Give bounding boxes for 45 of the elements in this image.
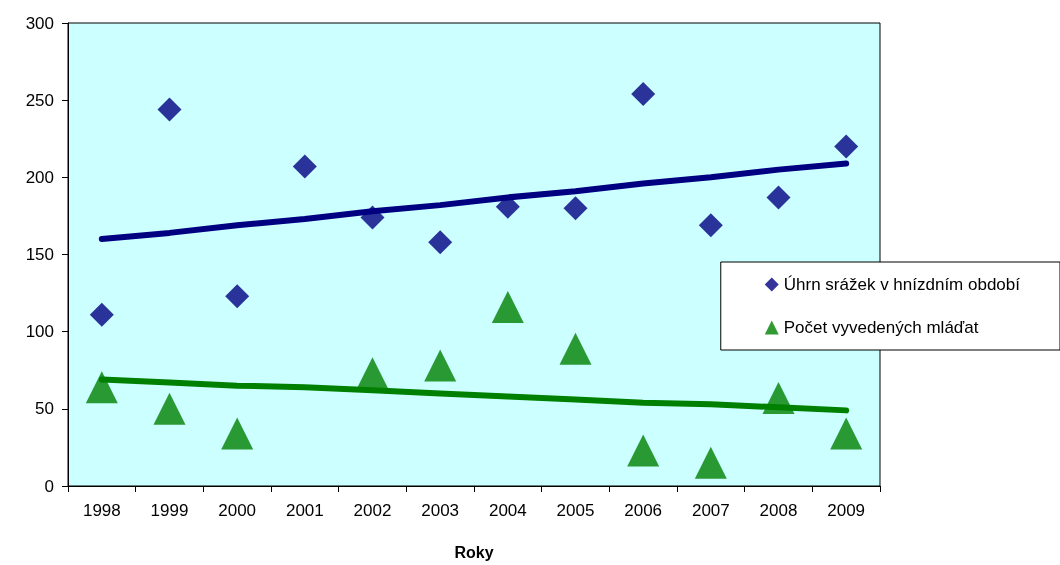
- point: [428, 230, 453, 255]
- y-tick-label: 300: [25, 13, 54, 33]
- point: [830, 417, 863, 450]
- point: [491, 290, 524, 323]
- point: [85, 371, 118, 404]
- x-tick-label: 2000: [218, 501, 257, 520]
- point: [563, 196, 588, 221]
- x-axis-title: Roky: [454, 543, 494, 561]
- point: [694, 446, 727, 479]
- point: [356, 357, 389, 390]
- x-tick-label: 2004: [488, 501, 527, 520]
- point: [292, 154, 317, 179]
- x-tick-label: 2005: [556, 501, 595, 520]
- y-tick-label: 100: [25, 322, 54, 342]
- point: [627, 434, 660, 467]
- point: [834, 134, 859, 159]
- point: [225, 284, 250, 309]
- x-tick-label: 2003: [421, 501, 460, 520]
- y-tick-label: 50: [35, 399, 54, 419]
- point: [631, 81, 656, 106]
- x-tick-label: 2008: [759, 501, 798, 520]
- point: [89, 302, 114, 327]
- legend-label: Počet vyvedených mláďat: [783, 318, 979, 337]
- point: [153, 392, 186, 425]
- point: [762, 382, 795, 415]
- point: [698, 213, 723, 238]
- x-tick-label: 1999: [150, 501, 189, 520]
- x-tick-label: 2006: [624, 501, 663, 520]
- point: [157, 97, 182, 122]
- x-tick-label: 2007: [691, 501, 730, 520]
- x-tick-label: 2001: [285, 501, 324, 520]
- x-tick-label: 1998: [82, 501, 121, 520]
- x-tick-label: 2009: [827, 501, 866, 520]
- y-tick-label: 0: [44, 476, 54, 496]
- x-tick-label: 2002: [353, 501, 392, 520]
- point: [360, 205, 385, 230]
- point: [495, 194, 520, 219]
- point: [559, 332, 592, 365]
- legend-label: Úhrn srážek v hnízdním období: [783, 275, 1021, 294]
- y-tick-label: 200: [25, 167, 54, 187]
- y-tick-label: 250: [25, 90, 54, 110]
- point: [424, 349, 457, 382]
- point: [766, 185, 791, 210]
- y-tick-label: 150: [25, 245, 54, 264]
- point: [221, 417, 254, 450]
